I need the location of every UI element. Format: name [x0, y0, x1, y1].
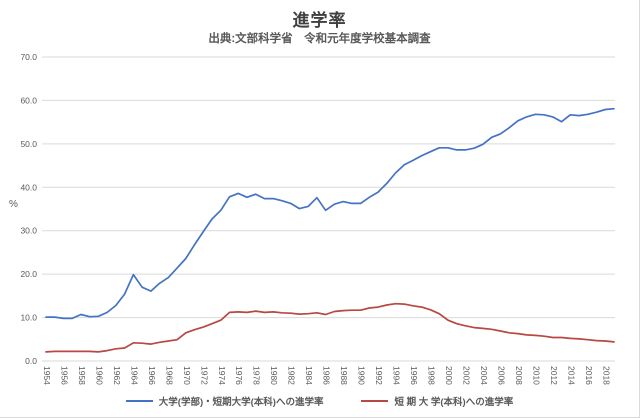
legend: 大学(学部)・短期大学(本科)への進学率 短 期 大 学(本科)への進学率	[0, 393, 639, 409]
legend-label-university-juniorcollege: 大学(学部)・短期大学(本科)への進学率	[158, 397, 324, 408]
y-tick-label: 60.0	[20, 95, 37, 105]
x-tick-label: 1966	[147, 366, 157, 385]
x-tick-label: 1960	[94, 366, 104, 385]
x-tick-label: 1998	[427, 366, 437, 385]
x-tick-label: 2002	[461, 366, 471, 385]
x-tick-label: 1958	[77, 366, 87, 385]
x-tick-label: 1962	[112, 366, 122, 385]
y-axis-unit-label: %	[9, 199, 18, 210]
legend-line-swatch-blue	[125, 400, 153, 402]
x-tick-label: 1990	[357, 366, 367, 385]
series-line-0	[45, 107, 615, 320]
x-tick-label: 1988	[339, 366, 349, 385]
chart-title: 進学率	[292, 11, 347, 30]
x-tick-label: 2014	[566, 366, 576, 385]
legend-item-juniorcollege: 短 期 大 学(本科)への進学率	[361, 394, 513, 408]
y-tick-label: 70.0	[20, 52, 37, 62]
x-tick-label: 2006	[496, 366, 506, 385]
legend-line-swatch-red	[361, 400, 389, 402]
y-tick-label: 50.0	[20, 139, 37, 149]
legend-label-juniorcollege: 短 期 大 学(本科)への進学率	[394, 397, 514, 408]
x-tick-label: 1984	[304, 366, 314, 385]
x-tick-label: 1996	[409, 366, 419, 385]
series-line-1	[45, 302, 615, 353]
x-tick-label: 1964	[129, 366, 139, 385]
x-tick-label: 2012	[549, 366, 559, 385]
x-tick-label: 1976	[234, 366, 244, 385]
x-tick-label: 1992	[374, 366, 384, 385]
x-tick-label: 1980	[269, 366, 279, 385]
chart-subtitle: 出典:文部科学省 令和元年度学校基本調査	[208, 33, 431, 45]
y-tick-label: 10.0	[20, 313, 37, 323]
y-tick-label: 40.0	[20, 182, 37, 192]
x-tick-label: 1970	[182, 366, 192, 385]
x-tick-label: 2004	[479, 366, 489, 385]
x-tick-label: 1982	[287, 366, 297, 385]
x-tick-label: 1986	[322, 366, 332, 385]
x-tick-label: 2000	[444, 366, 454, 385]
x-tick-label: 2016	[584, 366, 594, 385]
y-tick-label: 0.0	[25, 356, 37, 366]
x-tick-label: 1974	[217, 366, 227, 385]
x-tick-label: 2010	[531, 366, 541, 385]
y-tick-label: 20.0	[20, 269, 37, 279]
x-tick-label: 2008	[514, 366, 524, 385]
x-tick-label: 1968	[164, 366, 174, 385]
x-tick-label: 2018	[601, 366, 611, 385]
x-tick-label: 1978	[252, 366, 262, 385]
y-tick-label: 30.0	[20, 226, 37, 236]
x-tick-label: 1994	[392, 366, 402, 385]
x-tick-label: 1956	[60, 366, 70, 385]
legend-item-university-juniorcollege: 大学(学部)・短期大学(本科)への進学率	[125, 394, 324, 408]
x-tick-label: 1954	[42, 366, 52, 385]
x-tick-label: 1972	[199, 366, 209, 385]
